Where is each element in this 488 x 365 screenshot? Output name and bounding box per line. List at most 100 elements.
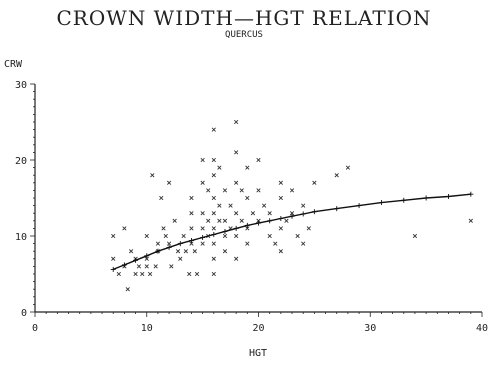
data-point-stroke xyxy=(211,195,216,201)
data-point xyxy=(256,157,261,163)
data-point-stroke xyxy=(200,157,205,163)
axes xyxy=(34,84,482,313)
data-point-stroke xyxy=(217,218,222,223)
data-point-stroke xyxy=(166,241,172,246)
data-point-stroke xyxy=(189,241,194,246)
data-point xyxy=(278,195,283,201)
data-point xyxy=(147,271,153,277)
data-point xyxy=(136,264,142,269)
data-point xyxy=(189,211,194,216)
data-point xyxy=(222,218,228,223)
data-point-stroke xyxy=(211,271,216,277)
data-point xyxy=(125,287,130,292)
data-point xyxy=(222,249,228,254)
fit-marker xyxy=(244,222,250,228)
fit-marker xyxy=(445,193,451,199)
data-point-stroke xyxy=(301,203,306,208)
data-point xyxy=(200,157,205,163)
data-point xyxy=(334,173,339,178)
data-point xyxy=(256,188,261,193)
data-point xyxy=(234,150,239,155)
data-point xyxy=(189,241,194,246)
data-point xyxy=(245,241,250,246)
data-point xyxy=(211,226,216,231)
data-point-stroke xyxy=(189,211,194,216)
data-point xyxy=(194,271,200,277)
data-point xyxy=(301,203,306,208)
data-point-stroke xyxy=(211,127,216,132)
data-point xyxy=(245,195,250,201)
data-point xyxy=(289,211,295,216)
fit-marker xyxy=(144,253,150,259)
data-point xyxy=(234,256,239,261)
data-point xyxy=(267,211,272,216)
data-point-stroke xyxy=(147,271,153,277)
data-point xyxy=(155,241,161,246)
fit-marker xyxy=(155,248,161,254)
data-point xyxy=(206,218,211,223)
data-point-stroke xyxy=(468,218,473,223)
data-point xyxy=(234,211,239,216)
data-point-stroke xyxy=(136,264,142,269)
data-point xyxy=(181,233,186,239)
data-point-stroke xyxy=(211,241,216,246)
data-point xyxy=(284,218,289,223)
data-point xyxy=(278,180,283,185)
fit-marker xyxy=(177,241,183,247)
data-point xyxy=(267,233,272,239)
data-point-stroke xyxy=(301,241,306,246)
fit-curve xyxy=(110,191,474,272)
y-tick-label: 0 xyxy=(21,308,27,319)
data-point-stroke xyxy=(278,249,283,254)
data-point-stroke xyxy=(166,180,172,185)
fit-marker xyxy=(356,203,362,209)
data-point xyxy=(189,195,194,201)
data-point xyxy=(312,180,317,185)
ticks: 0 10 20 30 0 10 20 30 40 xyxy=(15,80,488,334)
data-point xyxy=(140,271,145,277)
data-point-stroke xyxy=(163,233,168,239)
data-point-stroke xyxy=(295,233,300,239)
data-point xyxy=(468,218,473,223)
data-point-stroke xyxy=(217,203,222,208)
data-point xyxy=(261,203,267,208)
data-point-stroke xyxy=(267,233,272,239)
data-point-stroke xyxy=(178,256,183,261)
data-point xyxy=(217,165,222,170)
data-point-stroke xyxy=(211,226,216,231)
data-point xyxy=(289,188,295,193)
data-point-stroke xyxy=(222,233,228,239)
data-point xyxy=(111,256,116,261)
data-point xyxy=(116,271,121,277)
data-point-stroke xyxy=(211,173,216,178)
data-point-stroke xyxy=(261,203,267,208)
data-point-stroke xyxy=(140,271,145,277)
chart-subtitle: QUERCUS xyxy=(225,30,263,40)
y-tick-label: 20 xyxy=(15,156,27,167)
data-point xyxy=(295,233,300,239)
data-point-stroke xyxy=(250,211,256,216)
fit-marker xyxy=(401,197,407,203)
data-point-stroke xyxy=(181,233,186,239)
data-point-stroke xyxy=(239,188,244,193)
data-point-stroke xyxy=(222,218,228,223)
data-point-stroke xyxy=(312,180,317,185)
data-point-stroke xyxy=(234,180,239,185)
data-point-stroke xyxy=(222,188,228,193)
data-point-stroke xyxy=(217,165,222,170)
data-point xyxy=(239,188,244,193)
data-point xyxy=(175,249,181,254)
data-point xyxy=(412,233,418,239)
data-point-stroke xyxy=(200,241,205,246)
fit-marker xyxy=(121,262,127,268)
data-point-stroke xyxy=(150,173,155,178)
data-point-stroke xyxy=(222,249,228,254)
data-point xyxy=(189,226,194,231)
data-point xyxy=(133,271,138,277)
data-point-stroke xyxy=(412,233,418,239)
data-point xyxy=(159,195,164,201)
fit-marker xyxy=(133,257,139,263)
data-point-stroke xyxy=(284,218,289,223)
fit-marker xyxy=(200,235,206,241)
